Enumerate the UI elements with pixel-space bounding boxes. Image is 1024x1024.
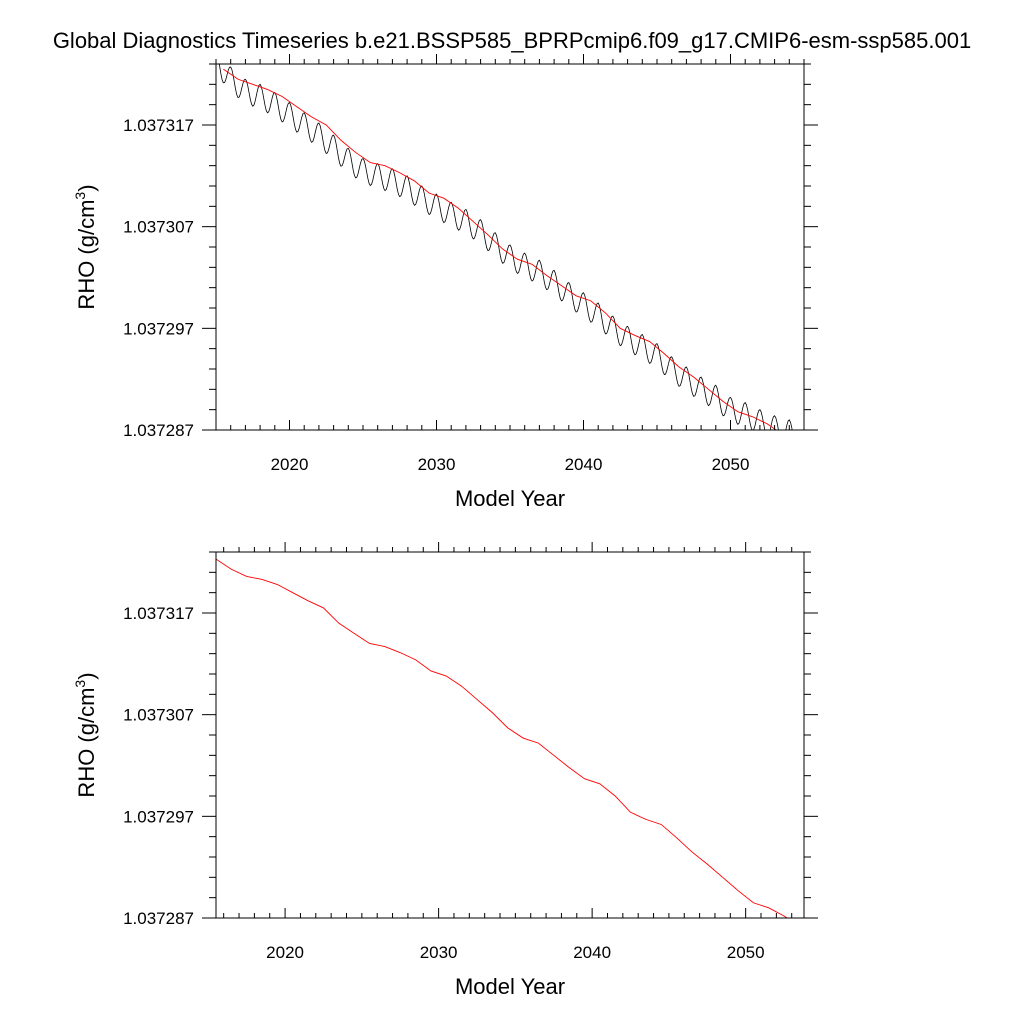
y-tick-label: 1.037307	[123, 706, 194, 725]
x-tick-label: 2030	[418, 455, 456, 474]
y-axis-label: RHO (g/cm3)	[72, 184, 99, 309]
annual-mean-line	[216, 558, 788, 918]
series-group	[216, 558, 788, 918]
y-tick-label: 1.037307	[123, 218, 194, 237]
y-tick-label: 1.037317	[123, 116, 194, 135]
x-tick-label: 2050	[712, 455, 750, 474]
x-tick-label: 2020	[271, 455, 309, 474]
monthly-series-line	[218, 64, 804, 430]
y-tick-label: 1.037317	[123, 604, 194, 623]
x-tick-label: 2040	[565, 455, 603, 474]
y-tick-label: 1.037297	[123, 807, 194, 826]
y-tick-label: 1.037287	[123, 909, 194, 928]
bottom-panel: 2020 2030 2040 2050 1.037287 1.037297 1.037307…	[72, 542, 818, 999]
plot-frame	[215, 63, 805, 431]
x-tick-label: 2030	[420, 943, 458, 962]
y-tick-label: 1.037297	[123, 319, 194, 338]
x-axis-label: Model Year	[455, 486, 565, 511]
x-tick-label: 2020	[266, 943, 304, 962]
y-axis-label: RHO (g/cm3)	[72, 672, 99, 797]
series-group	[218, 64, 804, 430]
x-axis-label: Model Year	[455, 974, 565, 999]
x-tick-label: 2050	[727, 943, 765, 962]
x-tick-label: 2040	[573, 943, 611, 962]
figure-title: Global Diagnostics Timeseries b.e21.BSSP…	[53, 28, 971, 53]
y-tick-label: 1.037287	[123, 421, 194, 440]
plot-frame	[215, 551, 805, 919]
annual-mean-line	[223, 68, 777, 430]
top-panel: 2020 2030 2040 2050 1.037287 1.037297 1.037307…	[72, 54, 818, 511]
